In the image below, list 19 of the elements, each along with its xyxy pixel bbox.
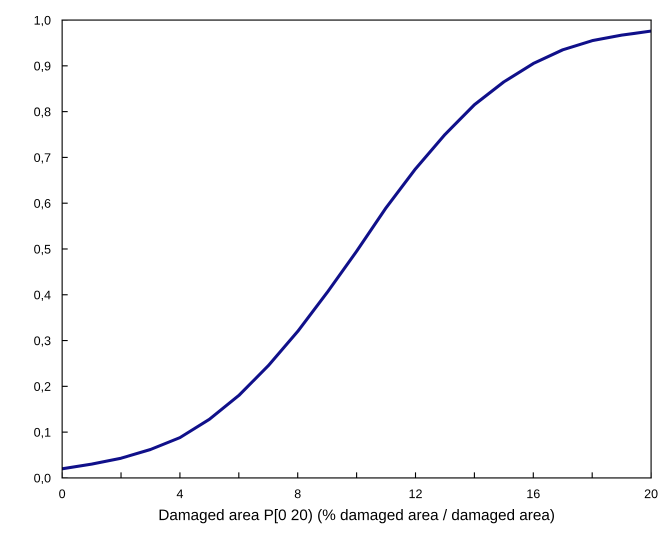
- y-tick-label: 0,9: [34, 62, 50, 72]
- y-tick-label: 0,8: [34, 107, 50, 118]
- y-tick-label: 0,5: [34, 244, 50, 256]
- x-tick-label: 16: [527, 489, 540, 498]
- y-tick-label: 0,4: [34, 290, 51, 301]
- x-tick-label: 0: [59, 489, 66, 498]
- y-tick-label: 0,7: [34, 153, 50, 164]
- y-tick-label: 0,2: [34, 382, 50, 392]
- y-tick-label: 0,6: [34, 198, 50, 210]
- x-tick-label: 8: [294, 489, 301, 498]
- x-axis-title: Damaged area P[0 20) (% damaged area / damaged area): [160, 509, 554, 524]
- line-series: [62, 30, 652, 470]
- y-tick-label: 1,0: [34, 16, 51, 26]
- y-tick-label: 0,1: [34, 428, 50, 438]
- y-tick-label: 0,0: [34, 474, 51, 484]
- x-tick-label: 4: [176, 489, 184, 498]
- x-tick-label: 12: [410, 489, 422, 498]
- y-tick-label: 0,3: [34, 336, 50, 347]
- x-tick-label: 20: [644, 489, 658, 498]
